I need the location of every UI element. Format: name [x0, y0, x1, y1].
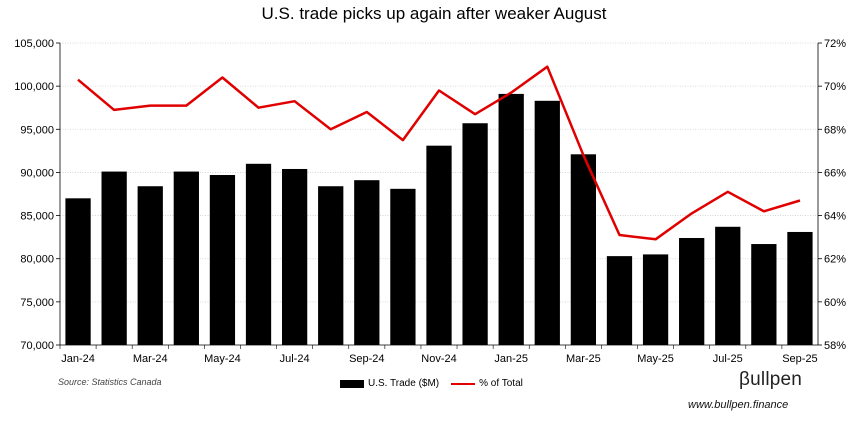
- y-left-tick-label: 80,000: [20, 254, 54, 266]
- y-left-tick-label: 105,000: [14, 38, 54, 50]
- bar: [354, 180, 380, 345]
- bar: [209, 175, 236, 345]
- bar: [715, 226, 741, 345]
- legend-bar-label: U.S. Trade ($M): [368, 378, 440, 389]
- y-left-tick-label: 75,000: [20, 297, 54, 309]
- website-url: www.bullpen.finance: [688, 399, 789, 411]
- y-right-tick-label: 58%: [824, 340, 846, 352]
- x-tick-label: Jul-24: [280, 353, 310, 365]
- y-left-tick-label: 95,000: [20, 124, 54, 136]
- y-right-tick-label: 70%: [824, 81, 846, 93]
- x-tick-label: Nov-24: [421, 353, 456, 365]
- bar: [137, 186, 163, 345]
- x-tick-label: May-25: [637, 353, 674, 365]
- legend-line-swatch: [451, 382, 476, 385]
- chart-title: U.S. trade picks up again after weaker A…: [261, 4, 607, 23]
- bar: [65, 198, 91, 345]
- bar: [101, 171, 127, 345]
- bar: [390, 188, 416, 345]
- legend-item-line: % of Total: [451, 378, 523, 389]
- bar: [498, 93, 524, 345]
- bar: [173, 171, 199, 345]
- legend-bar-swatch: [340, 379, 364, 388]
- axes: 70,000 75,000 80,000 85,000 90,000 95,000 100,…: [14, 38, 846, 365]
- x-tick-label: Jul-25: [713, 353, 743, 365]
- y-right-tick-label: 66%: [824, 167, 846, 179]
- bar: [751, 244, 777, 345]
- bar: [679, 238, 705, 345]
- line-series: [77, 65, 801, 241]
- x-tick-label: Mar-24: [133, 353, 168, 365]
- bar: [642, 254, 669, 345]
- x-tick-label: Mar-25: [566, 353, 601, 365]
- bar: [318, 186, 344, 345]
- bar: [426, 145, 452, 345]
- y-right-tick-label: 68%: [824, 124, 846, 136]
- legend: U.S. Trade ($M) % of Total: [340, 378, 523, 389]
- legend-item-bar: U.S. Trade ($M): [340, 378, 439, 389]
- x-tick-label: Jan-24: [61, 353, 95, 365]
- x-tick-label: Jan-25: [494, 353, 528, 365]
- y-right-tick-label: 60%: [824, 297, 846, 309]
- x-tick-label: May-24: [204, 353, 241, 365]
- y-right-tick-label: 64%: [824, 211, 846, 223]
- bar: [281, 168, 308, 345]
- bar: [570, 154, 597, 345]
- x-tick-label: Sep-24: [349, 353, 384, 365]
- bar-series: [65, 93, 813, 345]
- y-right-tick-label: 62%: [824, 254, 846, 266]
- y-right-tick-label: 72%: [824, 38, 846, 50]
- bar: [245, 163, 272, 345]
- bar: [606, 256, 633, 345]
- bar: [534, 100, 560, 345]
- brand-logo: βullpen: [739, 369, 803, 390]
- legend-line-label: % of Total: [479, 378, 523, 389]
- bar: [787, 231, 813, 345]
- y-left-tick-label: 100,000: [14, 81, 54, 93]
- y-left-tick-label: 85,000: [20, 211, 54, 223]
- y-left-tick-label: 70,000: [20, 340, 54, 352]
- x-tick-label: Sep-25: [782, 353, 817, 365]
- source-note: Source: Statistics Canada: [58, 377, 162, 387]
- y-left-tick-label: 90,000: [20, 167, 54, 179]
- bar: [462, 123, 488, 345]
